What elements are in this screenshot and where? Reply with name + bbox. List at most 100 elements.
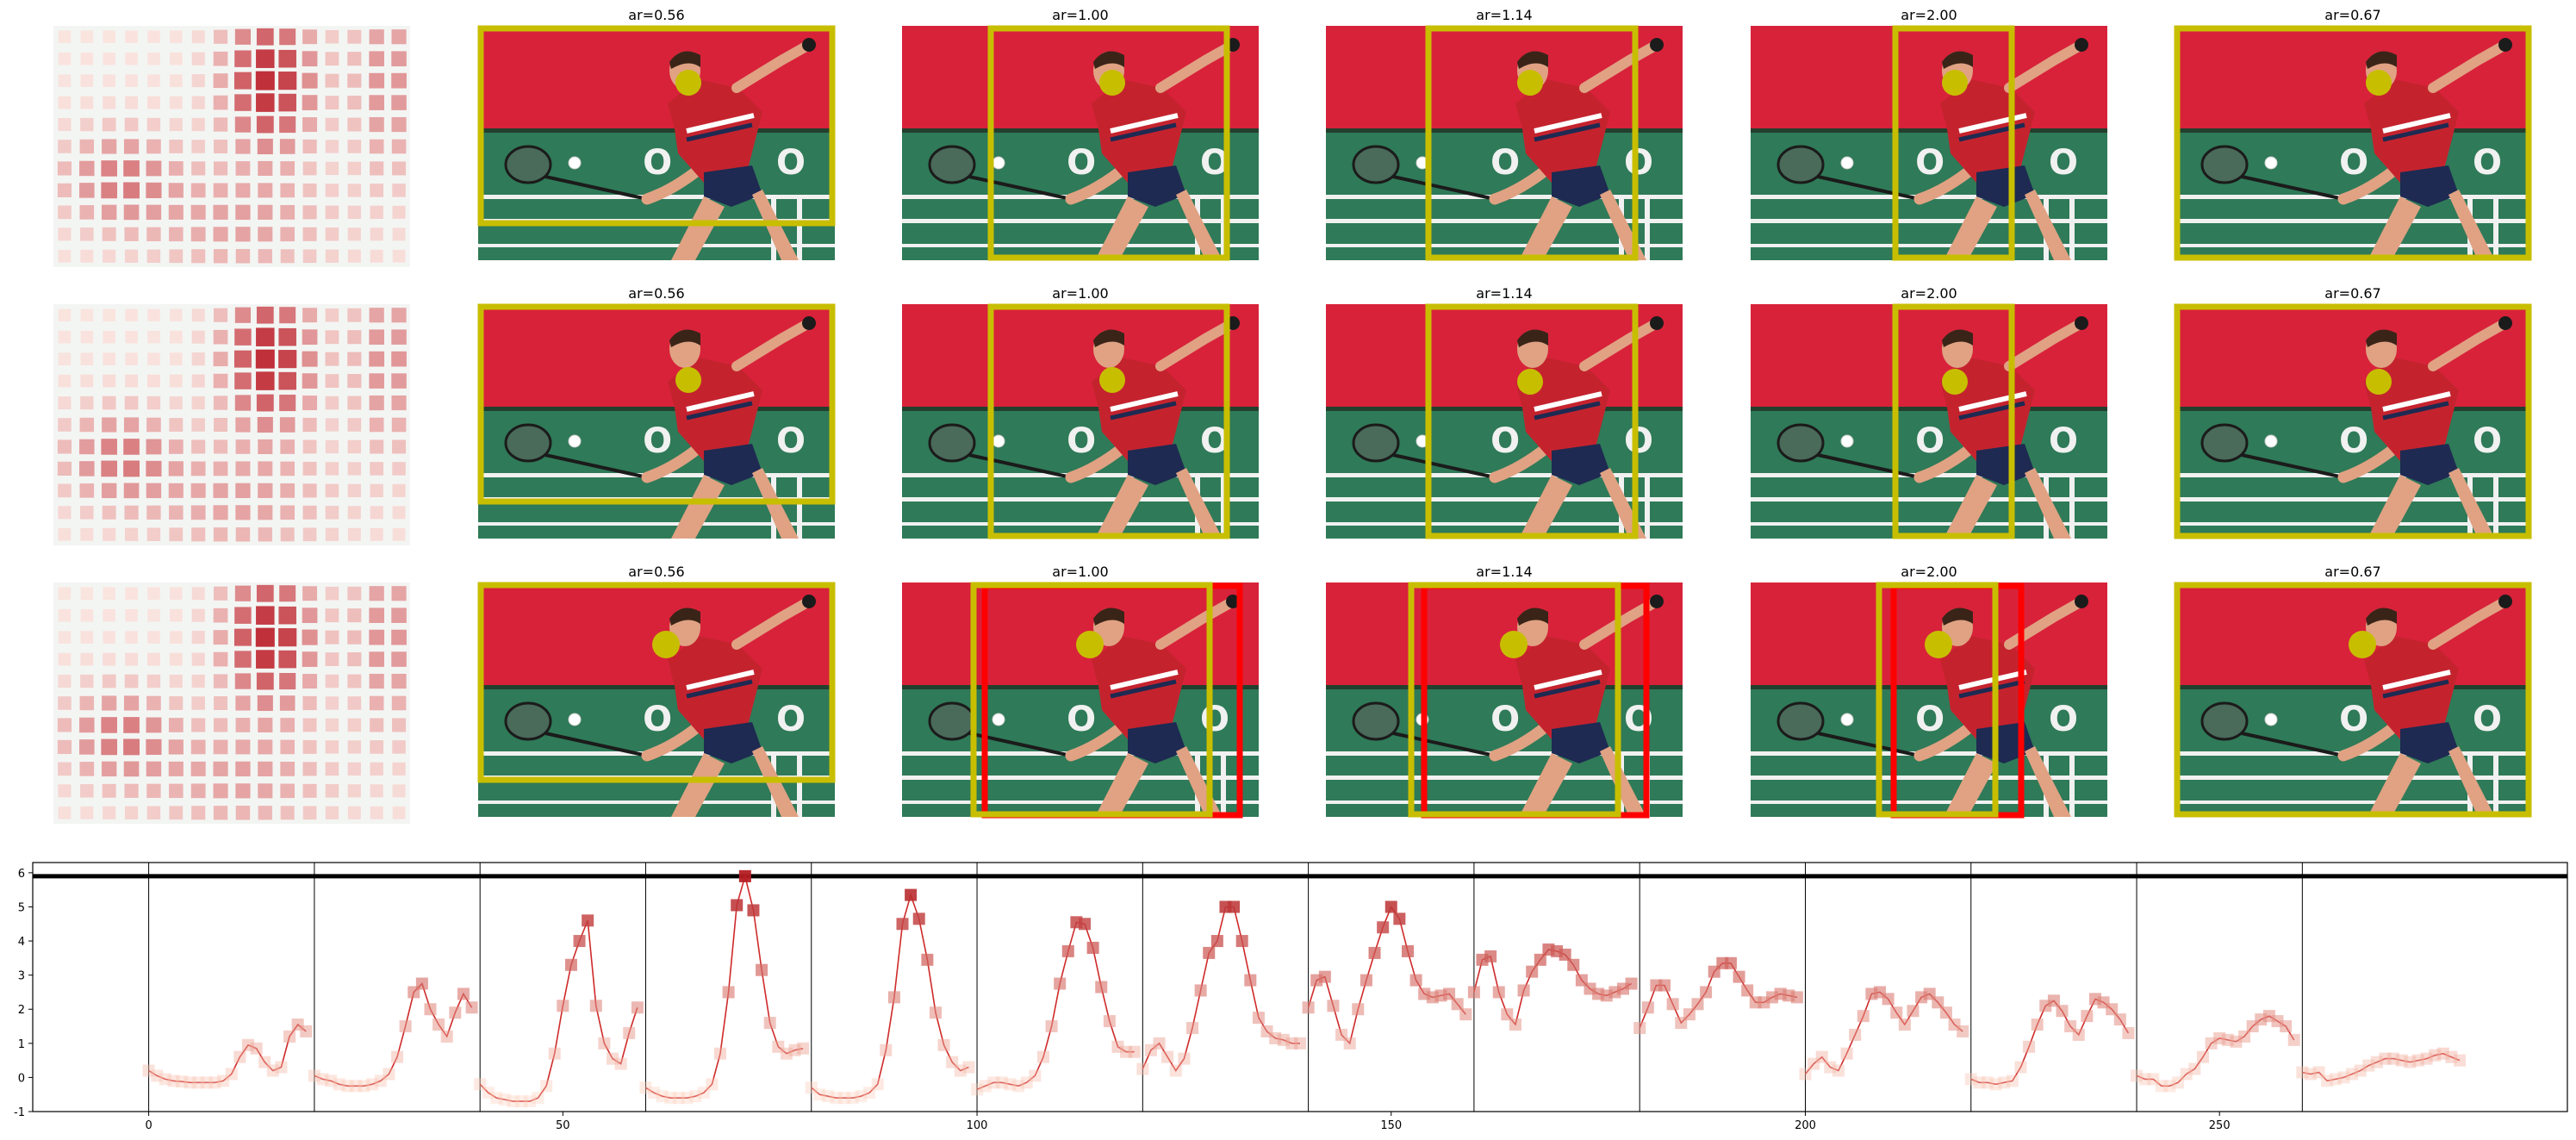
heatmap-cell [146,249,161,264]
heatmap-cell [103,249,116,263]
heatmap-cell [169,74,183,87]
data-point [813,1088,826,1101]
data-point [482,1087,495,1100]
data-point [863,1087,876,1100]
heatmap-cell [256,606,275,625]
crop-panel-r3-c5 [2174,582,2532,818]
heatmap-cell [302,806,317,820]
heatmap-cell [168,461,184,477]
crop-panel-r3-c1 [477,582,836,817]
panel-title: ar=2.00 [1901,564,1957,580]
heatmap-cell [79,439,95,455]
heatmap-cell [258,806,272,820]
heatmap-cell [147,608,160,622]
heatmap-cell [369,695,384,711]
heatmap-cell [258,183,273,198]
heatmap-cell [191,806,206,820]
data-point [697,1087,710,1100]
data-point [2072,1028,2085,1041]
data-point [905,888,918,901]
data-point [887,991,900,1004]
heatmap-cell [58,249,72,263]
heatmap-cell [347,117,362,132]
heatmap-cell [279,672,296,690]
heatmap-cell [125,608,138,622]
badminton-player-photo [2175,304,2531,539]
panel-photo [2175,304,2531,539]
heatmap-cell [169,696,184,710]
heatmap-cell [392,483,406,497]
heatmap-cell [347,227,361,241]
data-point [1327,1000,1340,1012]
heatmap-cell [191,140,205,153]
heatmap-cell [256,93,275,112]
data-point [1939,1006,1952,1019]
crop-box [1425,303,1639,539]
data-point [341,1080,354,1093]
heatmap-cell [235,183,251,198]
heatmap-cell [325,586,339,601]
heatmap-cell [347,352,362,366]
heatmap-cell [191,330,205,344]
data-point [614,1057,627,1070]
heatmap-cell [325,506,339,520]
heatmap-cell [370,161,384,176]
data-point [589,1000,602,1012]
heatmap-cell [258,505,273,520]
heatmap-cell [235,718,251,732]
heatmap-cell [213,183,228,198]
heatmap-cell [147,74,160,87]
data-point [151,1069,164,1082]
heatmap-cell [325,527,339,541]
heatmap-cell [347,418,362,432]
heatmap-cell [146,227,161,241]
heatmap-cell [302,762,317,776]
heatmap-cell [190,483,206,498]
heatmap-cell [325,227,339,241]
data-point [756,963,768,976]
heatmap-cell [235,806,251,820]
heatmap-cell [234,94,252,111]
data-point [383,1068,395,1081]
heatmap-cell [234,607,252,624]
badminton-player-photo [1326,582,1683,817]
heatmap-cell [325,52,339,66]
heatmap-cell [278,327,296,346]
y-tick-label: -1 [14,1106,25,1119]
data-point [1210,935,1223,948]
heatmap-cell [369,329,384,345]
data-point [1907,1005,1920,1018]
badminton-player-photo [1326,26,1683,260]
data-point [929,1006,942,1019]
crop-panel-r2-c5 [2174,303,2532,539]
heatmap-cell [280,439,296,454]
heatmap-cell [280,739,295,755]
heatmap-cell [234,50,252,67]
heatmap-cell [392,205,406,219]
data-point [1815,1050,1828,1063]
data-point [490,1092,503,1105]
data-point [1567,958,1580,971]
heatmap-cell [213,373,228,389]
data-point [763,1017,776,1030]
heatmap-cell [325,784,339,798]
data-point [2379,1052,2392,1065]
heatmap-cell [190,204,206,220]
heatmap-cell [213,329,228,345]
data-point [1161,1050,1174,1063]
heatmap-cell [279,585,296,602]
heatmap-cell [79,762,95,776]
data-point [2047,994,2060,1007]
heatmap-cell [168,183,184,198]
heatmap-cell [258,249,272,264]
heatmap-cell [279,115,296,134]
data-point [1957,1025,1969,1037]
heatmap-cell [102,227,116,241]
heatmap-cell [258,483,273,498]
heatmap-cell [58,784,72,798]
saliency-heatmaps [53,26,410,824]
badminton-player-photo [1751,26,2107,260]
panel-title: ar=0.67 [2324,564,2380,580]
data-point [797,1042,810,1055]
heatmap-cell [347,73,362,88]
